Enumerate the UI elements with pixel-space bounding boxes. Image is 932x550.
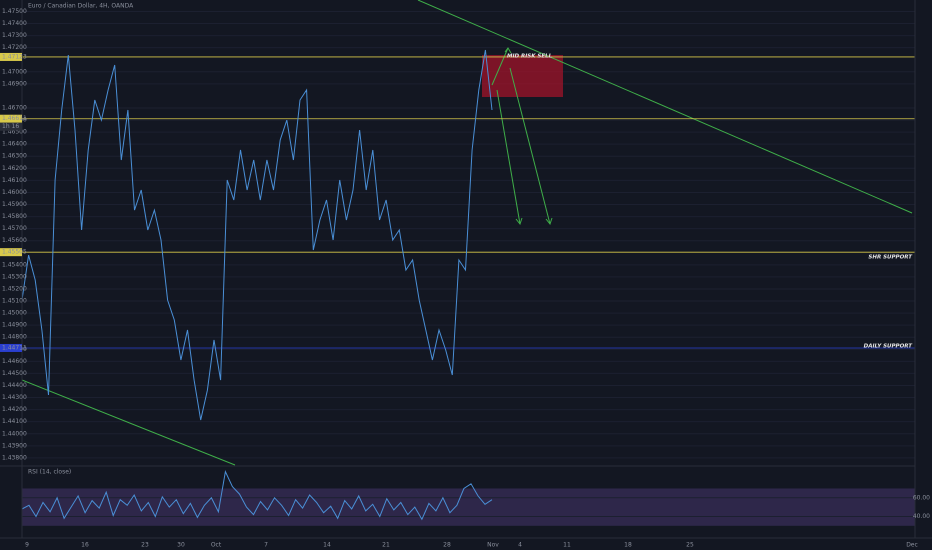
y-tick-label: 1.45700 bbox=[2, 225, 27, 232]
arrow-head bbox=[515, 217, 523, 226]
x-tick-label: 25 bbox=[686, 542, 694, 549]
arrow bbox=[491, 47, 509, 86]
rsi-title: RSI (14, close) bbox=[28, 469, 71, 476]
sell-zone bbox=[482, 55, 563, 97]
annotation: DAILY SUPPORT bbox=[864, 344, 914, 350]
x-tick-label: 23 bbox=[141, 542, 149, 549]
y-tick-label: 1.45200 bbox=[2, 285, 27, 292]
y-tick-label: 1.44100 bbox=[2, 418, 27, 425]
x-tick-label: 28 bbox=[443, 542, 451, 549]
y-tick-label: 1.45600 bbox=[2, 237, 27, 244]
y-tick-label: 1.46300 bbox=[2, 153, 27, 160]
y-tick-label: 1.44200 bbox=[2, 406, 27, 413]
y-tick-label: 1.44900 bbox=[2, 322, 27, 329]
trend-line bbox=[21, 379, 236, 466]
y-tick-label: 1.44400 bbox=[2, 382, 27, 389]
y-tick-label: 1.46700 bbox=[2, 104, 27, 111]
x-tick-label: 21 bbox=[382, 542, 390, 549]
arrow bbox=[496, 89, 521, 225]
y-tick-label: 1.47200 bbox=[2, 44, 27, 51]
y-tick-label: 1.44800 bbox=[2, 334, 27, 341]
x-tick-label: 30 bbox=[177, 542, 185, 549]
x-tick-label: Dec bbox=[906, 542, 918, 549]
price-level-tag bbox=[0, 114, 22, 123]
arrow-head bbox=[545, 217, 553, 226]
price-level-label: 1.47123 bbox=[2, 53, 27, 60]
y-tick-label: 1.43900 bbox=[2, 442, 27, 449]
x-tick-label: 14 bbox=[323, 542, 331, 549]
y-tick-label: 1.45900 bbox=[2, 201, 27, 208]
arrow bbox=[509, 67, 551, 225]
x-tick-label: 18 bbox=[624, 542, 632, 549]
y-tick-label: 1.45300 bbox=[2, 273, 27, 280]
y-tick-label: 1.45400 bbox=[2, 261, 27, 268]
y-tick-label: 1.44500 bbox=[2, 370, 27, 377]
y-tick-label: 1.44300 bbox=[2, 394, 27, 401]
y-tick-label: 60.00 bbox=[913, 494, 930, 501]
arrows bbox=[491, 47, 553, 226]
x-tick-label: Oct bbox=[211, 542, 222, 549]
y-tick-label: 1.47300 bbox=[2, 32, 27, 39]
price-level-tag bbox=[0, 52, 22, 61]
y-tick-label: 1.45800 bbox=[2, 213, 27, 220]
annotation: MID RISK SELL bbox=[507, 54, 553, 60]
y-tick-label: 1.46900 bbox=[2, 80, 27, 87]
y-tick-label: 1.47500 bbox=[2, 8, 27, 15]
price-line bbox=[21, 49, 493, 421]
y-tick-label: 1.43800 bbox=[2, 454, 27, 461]
price-line bbox=[21, 470, 493, 521]
y-tick-label: 1.45100 bbox=[2, 298, 27, 305]
y-tick-label: 1.46400 bbox=[2, 141, 27, 148]
x-tick-label: 4 bbox=[518, 542, 522, 549]
y-tick-label: 1.47400 bbox=[2, 20, 27, 27]
x-tick-label: 7 bbox=[264, 542, 268, 549]
rsi-band bbox=[22, 488, 915, 526]
y-tick-label: 1.46500 bbox=[2, 129, 27, 136]
chart-title: Euro / Canadian Dollar, 4H, OANDA bbox=[28, 3, 134, 10]
price-level-label: 1.44711 bbox=[2, 344, 27, 351]
y-tick-label: 1.46200 bbox=[2, 165, 27, 172]
x-tick-label: Nov bbox=[487, 542, 499, 549]
y-tick-label: 1.44600 bbox=[2, 358, 27, 365]
y-tick-label: 1.45000 bbox=[2, 310, 27, 317]
y-tick-label: 1.47000 bbox=[2, 68, 27, 75]
x-tick-label: 11 bbox=[563, 542, 571, 549]
price-level-tag bbox=[0, 343, 22, 352]
y-tick-label: 40.00 bbox=[913, 513, 930, 520]
arrow-head bbox=[504, 47, 512, 54]
x-tick-label: 16 bbox=[81, 542, 89, 549]
y-tick-label: 1.46000 bbox=[2, 189, 27, 196]
countdown-tag bbox=[0, 122, 22, 131]
y-tick-label: 1.46100 bbox=[2, 177, 27, 184]
trend-line bbox=[417, 0, 913, 214]
price-level-label: 1.45505 bbox=[2, 249, 27, 256]
annotation: SHR SUPPORT bbox=[868, 255, 913, 261]
x-tick-label: 9 bbox=[25, 542, 29, 549]
price-level-tag bbox=[0, 248, 22, 257]
y-tick-label: 1.44000 bbox=[2, 430, 27, 437]
countdown: 1h 16 bbox=[2, 123, 19, 130]
price-level-label: 1.46611 bbox=[2, 115, 27, 122]
